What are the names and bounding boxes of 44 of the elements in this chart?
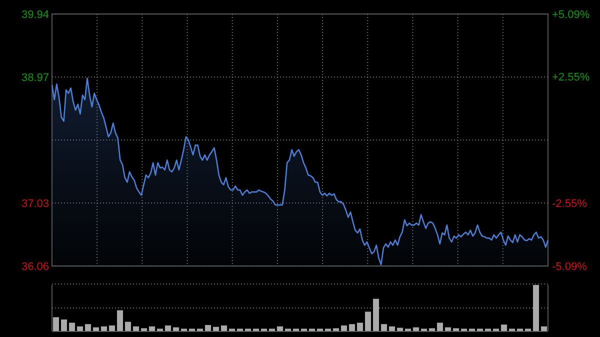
bar: [133, 326, 139, 331]
bar: [277, 326, 283, 331]
bar: [349, 324, 355, 331]
bar: [381, 324, 387, 331]
bar: [165, 325, 171, 331]
bar: [141, 328, 147, 331]
bar: [357, 322, 363, 331]
y-tick-label: 38.97: [21, 72, 49, 84]
bar: [501, 324, 507, 331]
bar: [413, 327, 419, 331]
bar: [453, 328, 459, 331]
bar: [149, 326, 155, 331]
y-tick-label: 39.94: [21, 8, 49, 21]
bar: [125, 322, 131, 331]
bar: [93, 327, 99, 331]
bar: [397, 328, 403, 331]
y-tick-label: 36.06: [21, 260, 49, 273]
bar: [77, 326, 83, 331]
bar: [213, 326, 219, 331]
bar: [69, 322, 75, 331]
bar: [173, 327, 179, 331]
y2-tick-label: +5.09%: [552, 8, 590, 21]
y2-tick-label: -5.09%: [552, 260, 588, 273]
y2-tick-label: -2.55%: [552, 198, 588, 210]
bar: [109, 325, 115, 331]
bar: [333, 328, 339, 331]
bar: [117, 310, 123, 331]
bar: [445, 327, 451, 331]
bar: [389, 326, 395, 331]
bar: [205, 325, 211, 331]
bar: [85, 324, 91, 331]
bar: [101, 326, 107, 331]
bar: [365, 312, 371, 331]
bar: [221, 325, 227, 331]
bar: [541, 326, 547, 331]
bar: [429, 328, 435, 331]
bar: [61, 320, 67, 331]
bar: [533, 285, 539, 331]
y2-tick-label: +2.55%: [552, 72, 590, 84]
bar: [53, 317, 59, 331]
bar: [341, 325, 347, 331]
bar: [437, 322, 443, 331]
y-tick-label: 37.03: [21, 198, 49, 210]
bar: [373, 298, 379, 331]
